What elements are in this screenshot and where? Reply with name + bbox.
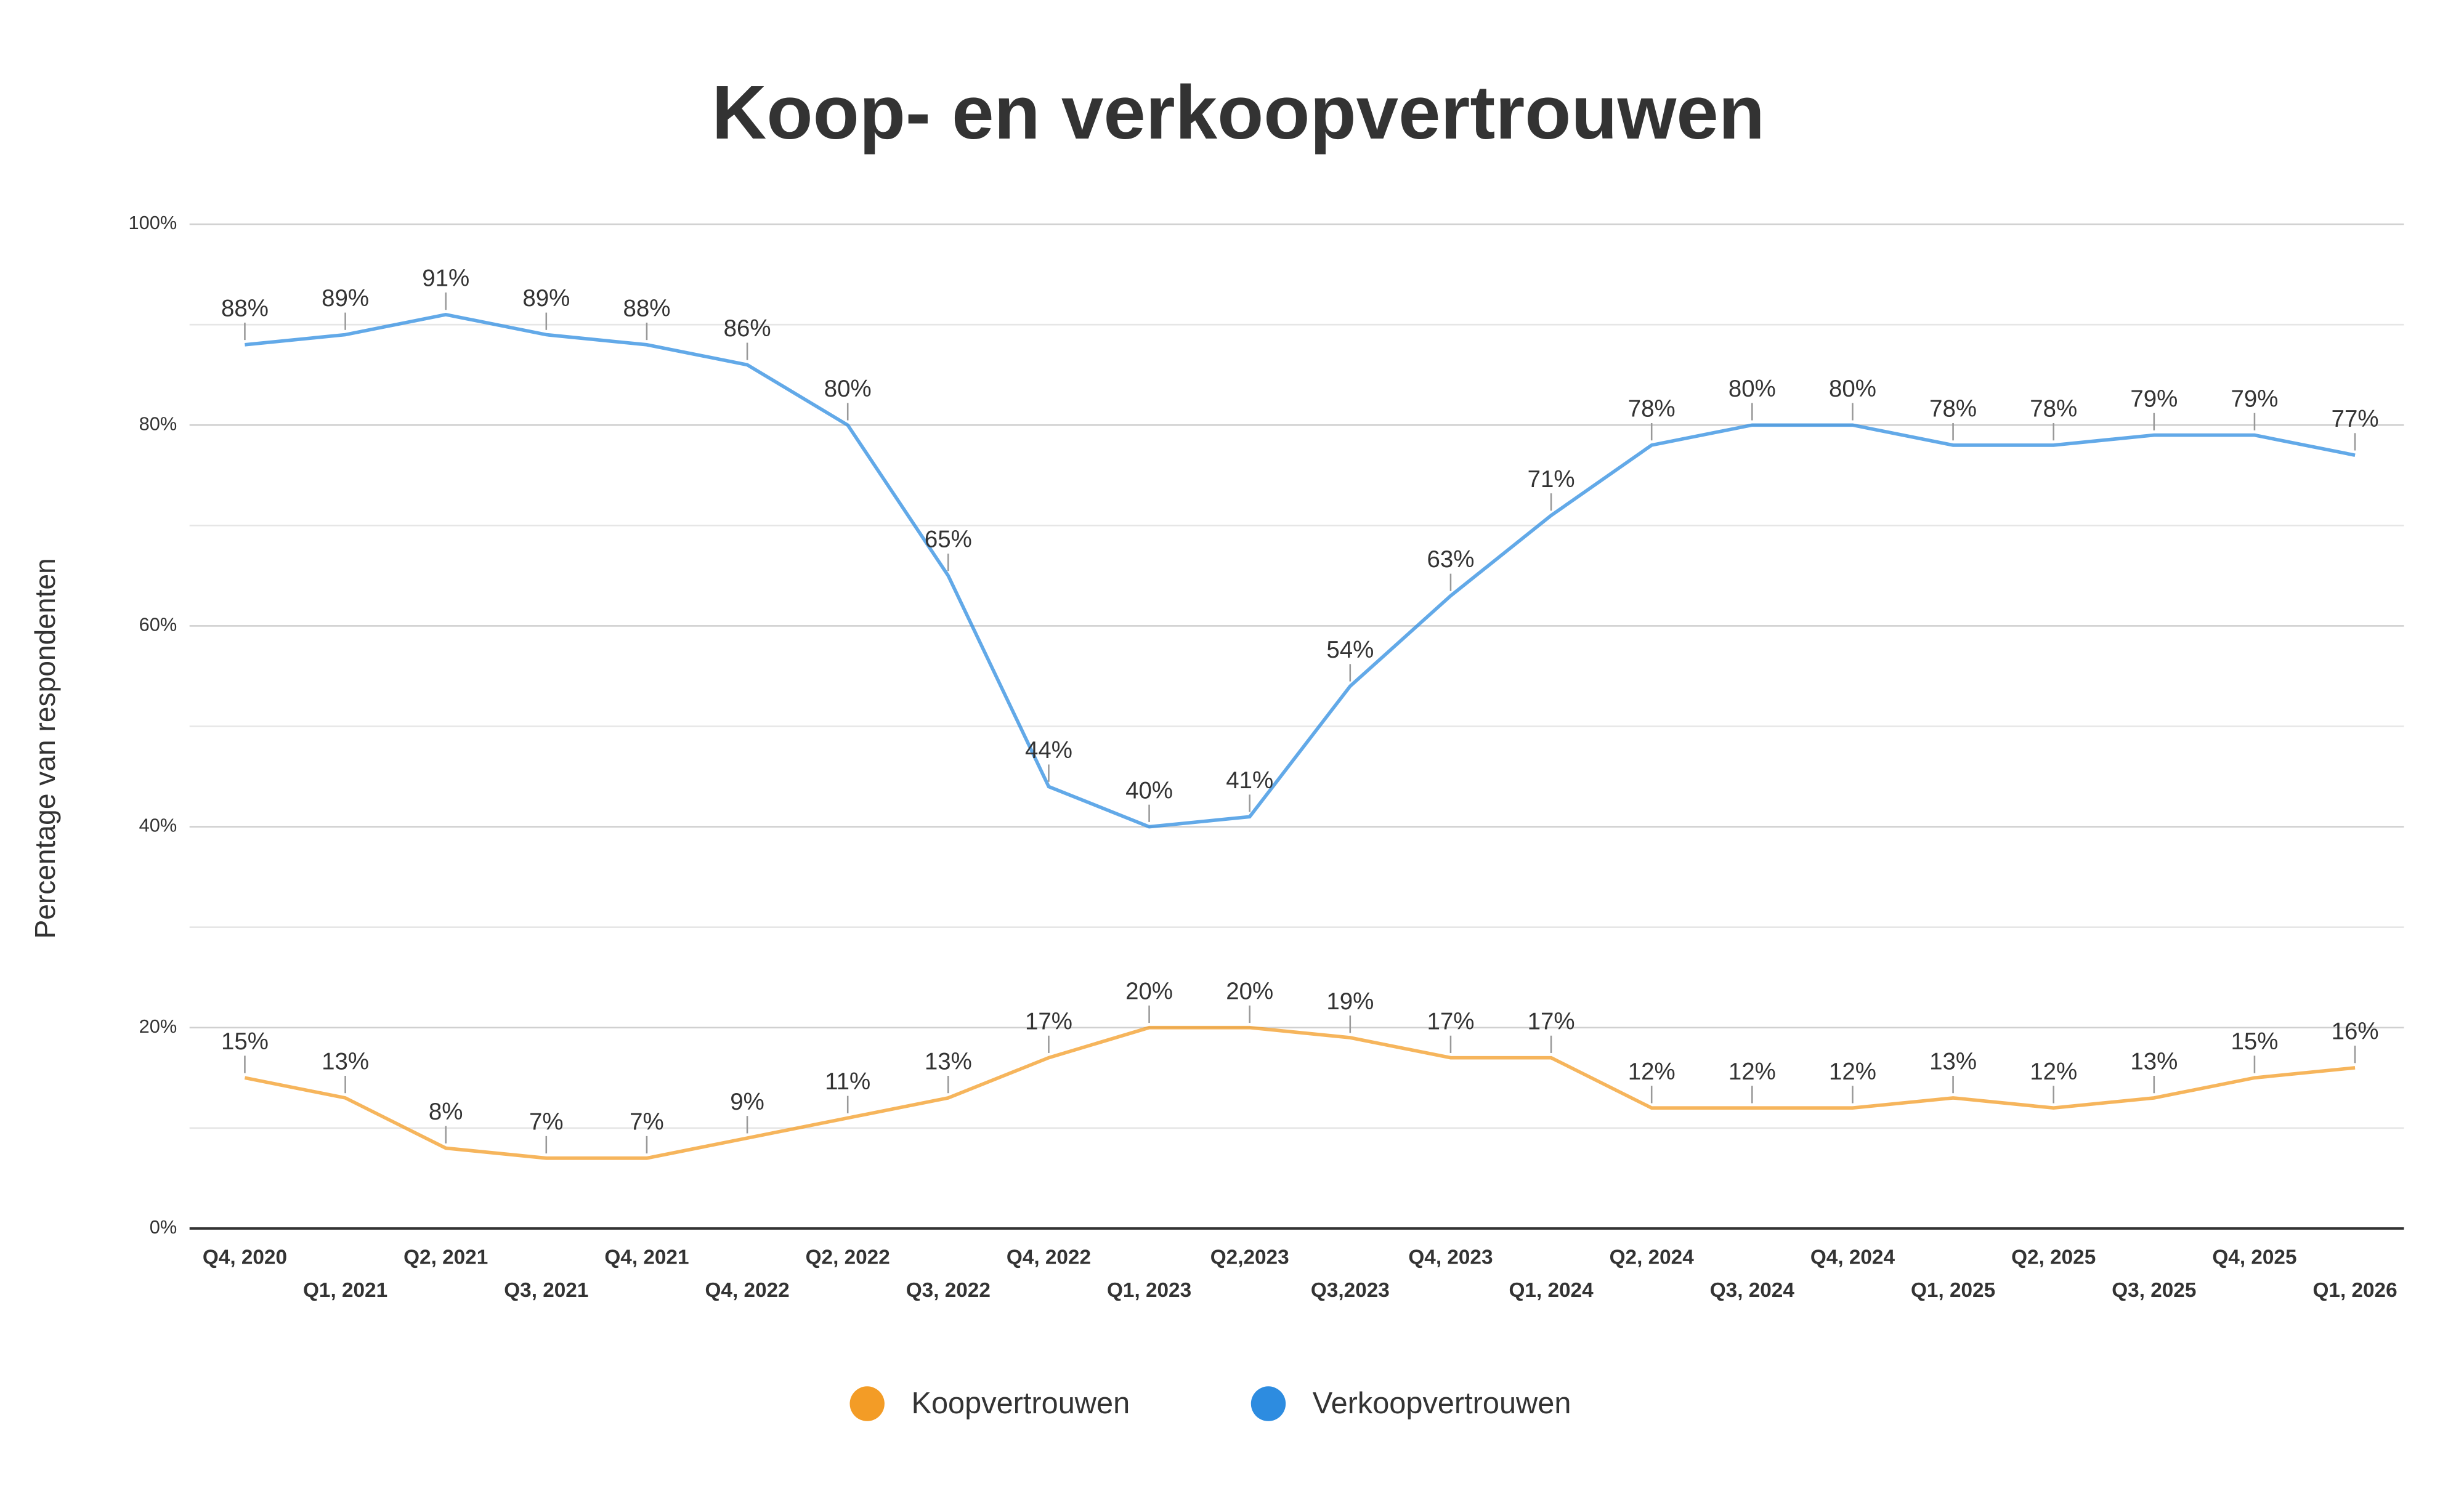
x-tick-label: Q4, 2023: [1408, 1246, 1493, 1269]
data-label: 80%: [824, 376, 872, 402]
data-label: 88%: [221, 296, 269, 322]
x-tick-label: Q4, 2025: [2212, 1246, 2296, 1269]
data-label: 41%: [1226, 767, 1273, 794]
y-tick-label: 60%: [139, 614, 177, 636]
x-tick-label: Q2, 2022: [806, 1246, 890, 1269]
data-label: 77%: [2332, 406, 2379, 432]
data-label: 13%: [2130, 1049, 2178, 1075]
y-axis-label: Percentage van respondenten: [29, 558, 61, 938]
x-tick-label: Q1, 2025: [1911, 1279, 1995, 1302]
data-label: 7%: [630, 1108, 664, 1135]
data-label: 89%: [522, 285, 570, 312]
y-tick-label: 80%: [139, 413, 177, 434]
data-label: 80%: [1728, 376, 1776, 402]
data-label: 13%: [322, 1049, 369, 1075]
data-label: 79%: [2231, 385, 2278, 412]
x-tick-label: Q4, 2021: [604, 1246, 689, 1269]
data-label: 78%: [1628, 396, 1676, 422]
data-label: 16%: [2332, 1019, 2379, 1045]
x-tick-label: Q4, 2024: [1810, 1246, 1895, 1269]
legend-marker: [1250, 1386, 1286, 1421]
data-label: 8%: [429, 1099, 463, 1125]
y-tick-label: 0%: [150, 1216, 177, 1238]
data-label: 71%: [1528, 466, 1575, 493]
data-label: 11%: [825, 1068, 870, 1095]
data-label: 79%: [2130, 385, 2178, 412]
data-label: 15%: [2231, 1028, 2278, 1055]
data-label: 17%: [1427, 1008, 1474, 1035]
x-tick-label: Q3, 2024: [1710, 1279, 1795, 1302]
data-label: 20%: [1226, 978, 1273, 1004]
data-label: 12%: [2030, 1059, 2077, 1085]
y-tick-label: 100%: [129, 212, 177, 233]
data-label: 12%: [1728, 1059, 1776, 1085]
legend-label: Verkoopvertrouwen: [1313, 1387, 1571, 1420]
x-tick-label: Q4, 2022: [705, 1279, 790, 1302]
x-tick-label: Q2, 2025: [2011, 1246, 2096, 1269]
data-label: 80%: [1829, 376, 1876, 402]
x-tick-label: Q2,2023: [1210, 1246, 1289, 1269]
data-label: 12%: [1829, 1059, 1876, 1085]
data-label: 40%: [1125, 777, 1173, 804]
legend-label: Koopvertrouwen: [911, 1387, 1130, 1420]
y-tick-label: 20%: [139, 1015, 177, 1037]
series-line: [244, 1025, 2356, 1160]
data-label: 13%: [1929, 1049, 1977, 1075]
x-tick-label: Q3, 2025: [2112, 1279, 2196, 1302]
data-label: 20%: [1125, 978, 1173, 1004]
x-tick-label: Q1, 2023: [1107, 1279, 1191, 1302]
x-tick-label: Q2, 2021: [403, 1246, 488, 1269]
x-tick-label: Q1, 2024: [1509, 1279, 1594, 1302]
data-label: 15%: [221, 1028, 269, 1055]
data-label: 12%: [1628, 1059, 1676, 1085]
data-label: 65%: [925, 527, 972, 553]
data-label: 78%: [2030, 396, 2077, 422]
y-tick-label: 40%: [139, 815, 177, 836]
data-label: 89%: [322, 285, 369, 312]
data-label: 19%: [1326, 988, 1374, 1015]
data-label: 13%: [925, 1049, 972, 1075]
chart-title: Koop- en verkoopvertrouwen: [712, 71, 1765, 155]
x-tick-label: Q3, 2021: [504, 1279, 588, 1302]
data-label: 17%: [1025, 1008, 1072, 1035]
x-tick-label: Q4, 2022: [1007, 1246, 1091, 1269]
data-label: 44%: [1025, 737, 1072, 764]
data-label: 17%: [1528, 1008, 1575, 1035]
x-tick-label: Q1, 2026: [2313, 1279, 2397, 1302]
x-tick-label: Q2, 2024: [1610, 1246, 1695, 1269]
data-label: 86%: [724, 315, 771, 342]
data-label: 7%: [529, 1108, 564, 1135]
data-label: 54%: [1326, 637, 1374, 663]
data-label: 78%: [1929, 396, 1977, 422]
data-label: 88%: [623, 296, 670, 322]
data-label: 63%: [1427, 546, 1474, 573]
data-label: 91%: [422, 265, 469, 292]
data-label: 9%: [730, 1089, 764, 1115]
x-tick-label: Q4, 2020: [203, 1246, 287, 1269]
legend-marker: [849, 1386, 885, 1421]
series-line: [245, 313, 2356, 829]
x-tick-label: Q3, 2022: [906, 1279, 991, 1302]
x-tick-label: Q3,2023: [1311, 1279, 1390, 1302]
x-tick-label: Q1, 2021: [303, 1279, 387, 1302]
